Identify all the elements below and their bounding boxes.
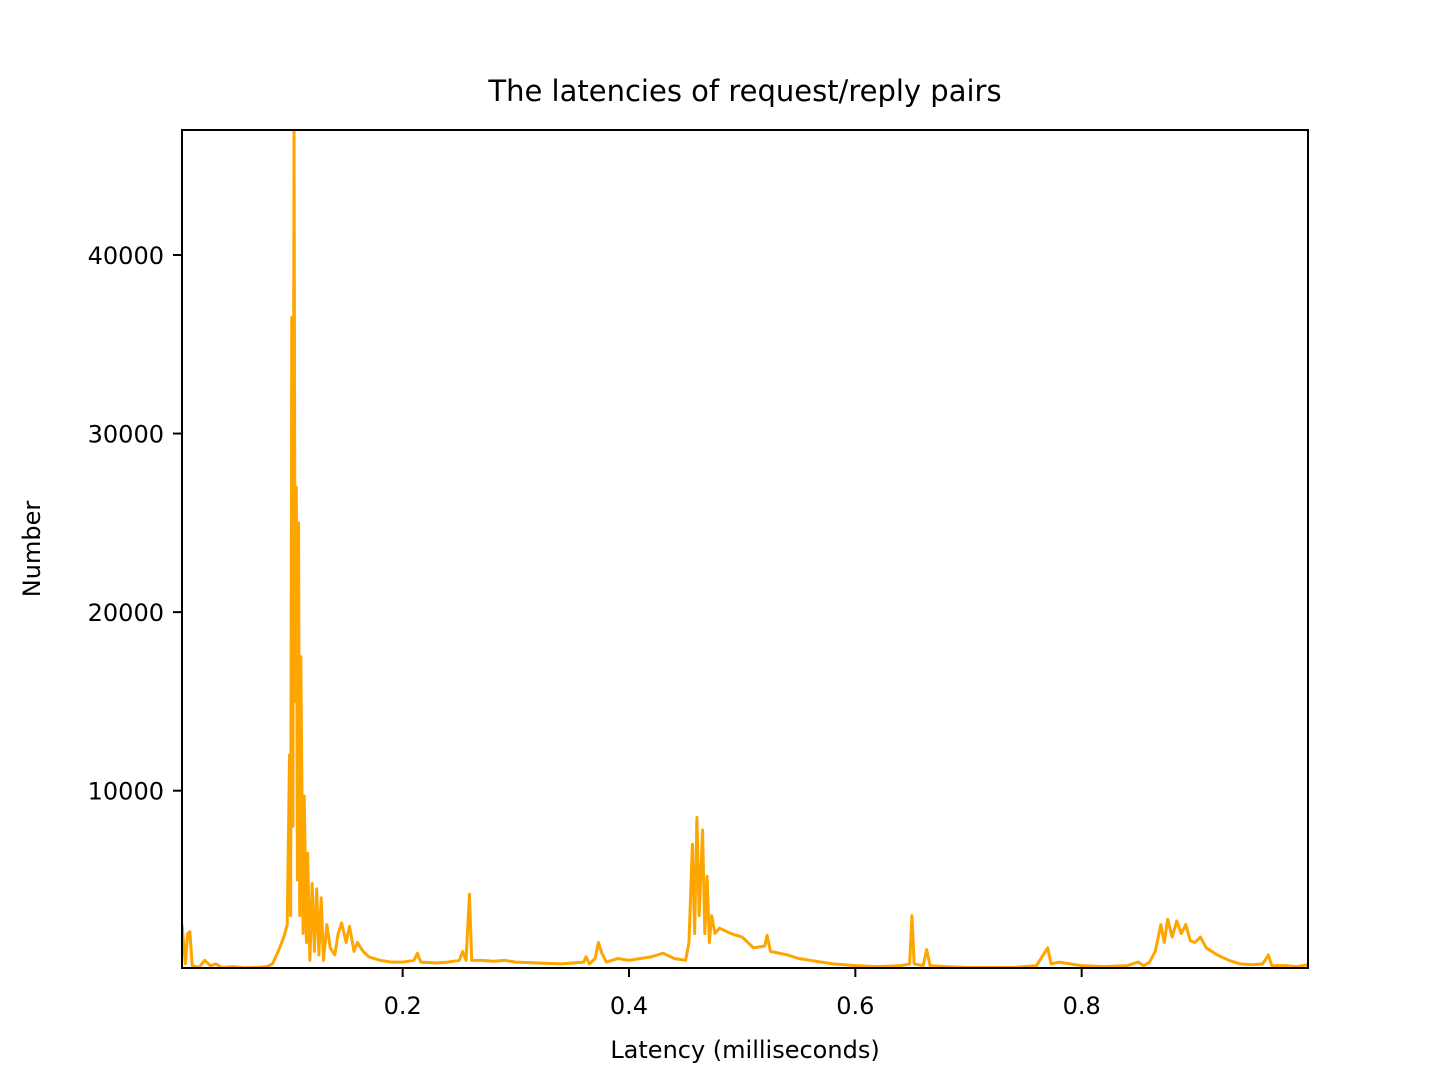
y-tick-label: 30000	[88, 421, 164, 449]
x-axis-label: Latency (milliseconds)	[610, 1036, 879, 1064]
x-tick-label: 0.6	[836, 992, 874, 1020]
y-axis-label: Number	[18, 501, 46, 598]
y-tick-label: 40000	[88, 242, 164, 270]
x-tick-label: 0.4	[610, 992, 648, 1020]
plot-frame	[181, 129, 1309, 969]
chart-title: The latencies of request/reply pairs	[487, 74, 1001, 108]
y-tick-label: 10000	[88, 778, 164, 806]
y-tick-label: 20000	[88, 599, 164, 627]
data-line	[182, 130, 1308, 968]
x-tick-label: 0.2	[384, 992, 422, 1020]
x-tick-label: 0.8	[1063, 992, 1101, 1020]
